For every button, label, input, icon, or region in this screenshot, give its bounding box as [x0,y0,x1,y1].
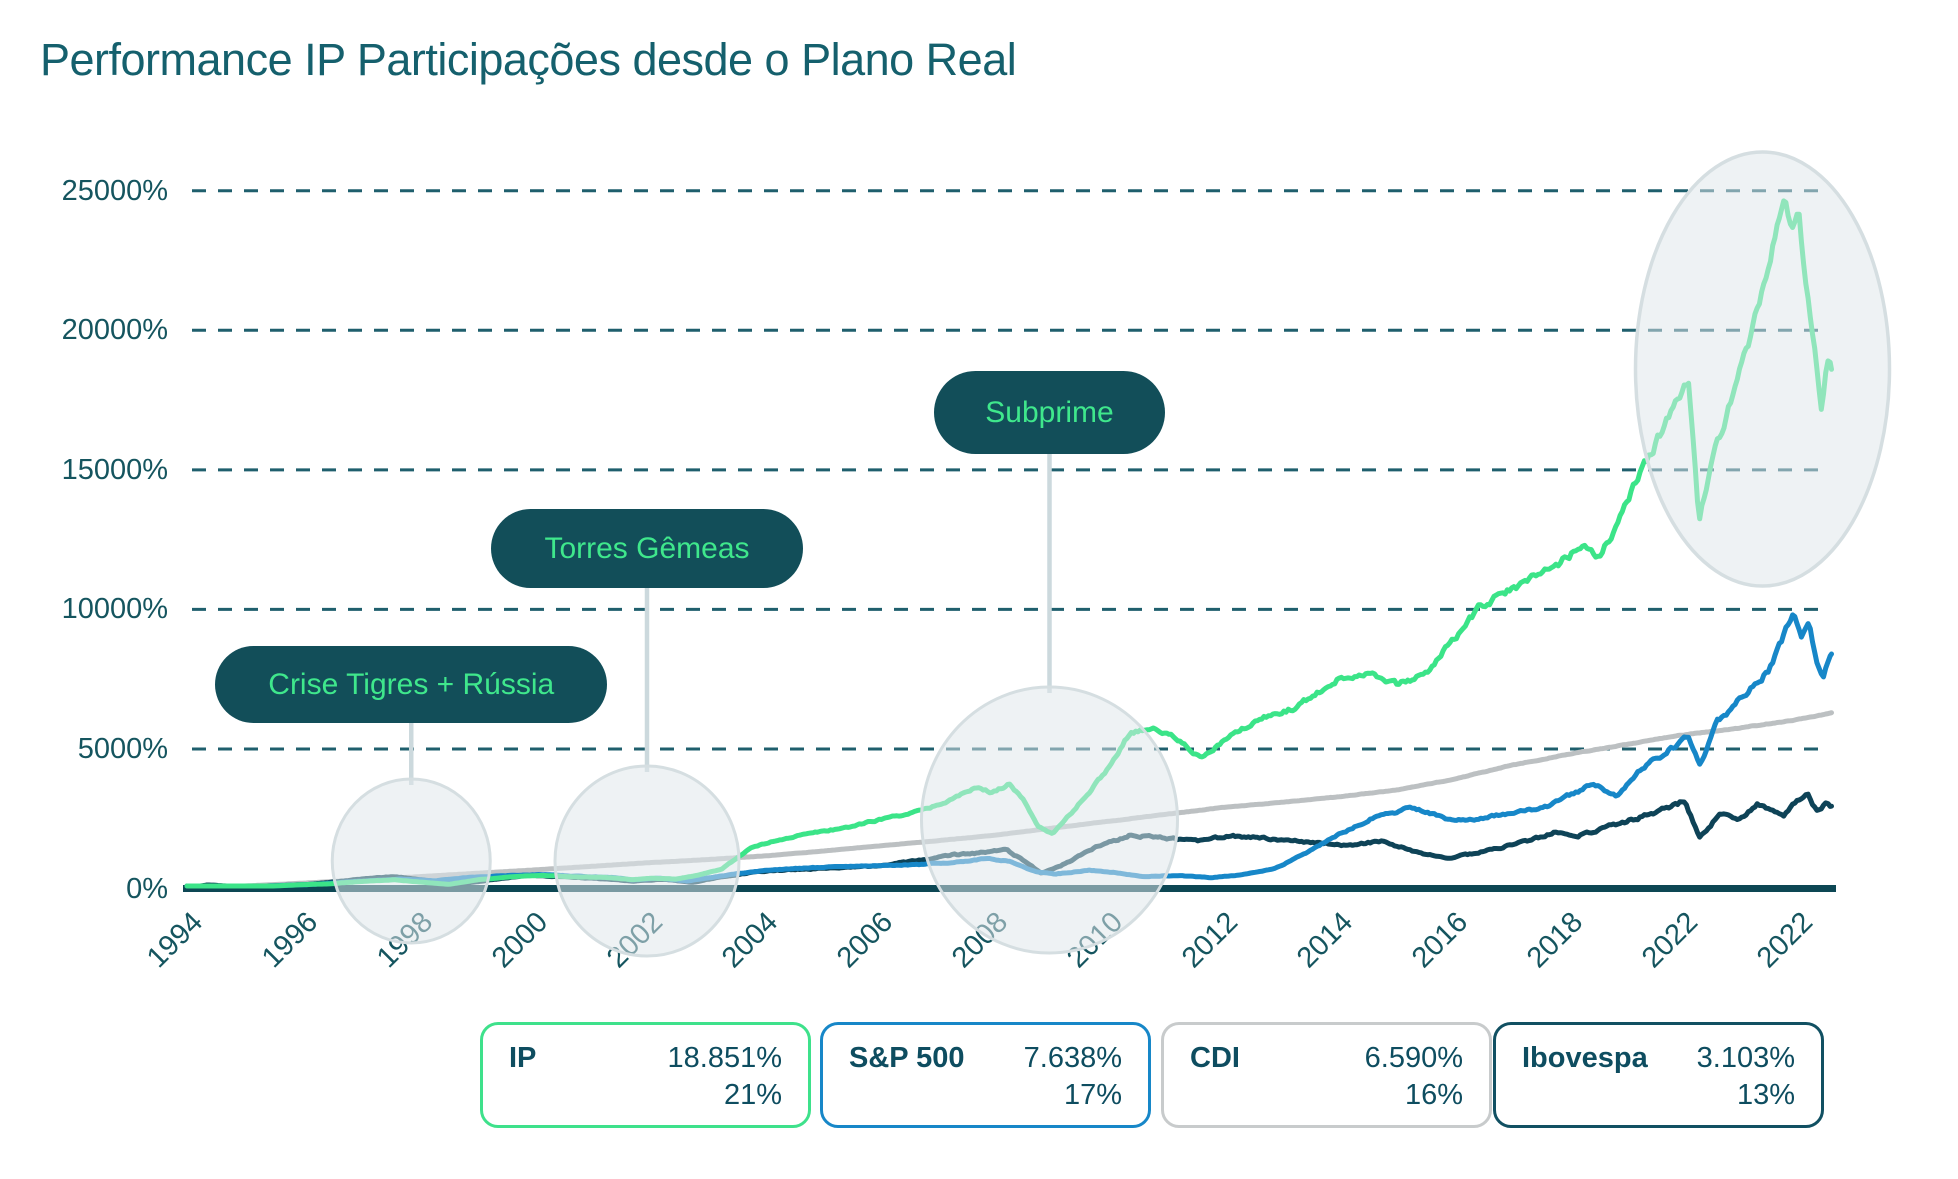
annotation-label: Subprime [985,395,1114,429]
x-axis-label-9: 2012 [1176,906,1245,975]
series-line-cdi [184,710,1834,889]
x-axis-label-0: 1994 [141,906,210,975]
x-axis-label-8: 2010 [1061,906,1130,975]
series-line-ip [184,198,1834,889]
page-title: Performance IP Participações desde o Pla… [40,34,1017,85]
y-axis-label-0: 0% [126,872,168,905]
y-axis-label-5000: 5000% [77,732,168,765]
legend-annualized-value: 13% [1736,1079,1795,1111]
x-axis-label-5: 2004 [716,906,785,975]
legend-row-main: Ibovespa 3.103% [1522,1040,1795,1077]
legend-cumulative-value: 6.590% [1364,1042,1463,1074]
x-axis-label-7: 2008 [946,906,1015,975]
legend-name: S&P 500 [849,1042,965,1074]
legend-cumulative-value: 18.851% [667,1042,783,1074]
annotation-pill-subprime: Subprime [934,371,1165,454]
legend-annualized-value: 17% [1063,1079,1122,1111]
x-axis-label-3: 2000 [486,906,555,975]
legend-name: CDI [1190,1042,1240,1074]
legend-annualized-value: 16% [1404,1079,1463,1111]
x-axis-label-2: 1998 [371,906,440,975]
y-axis-label-20000: 20000% [61,314,168,347]
annotation-pill-torres-g-meas: Torres Gêmeas [491,509,803,588]
annotation-pill-crise-tigres-r-ssia: Crise Tigres + Rússia [215,646,608,723]
annotation-label: Torres Gêmeas [544,531,750,565]
y-axis-label-15000: 15000% [61,453,168,486]
y-axis-label-10000: 10000% [61,593,168,626]
legend-cumulative-value: 7.638% [1023,1042,1122,1074]
annotation-label: Crise Tigres + Rússia [268,667,555,701]
x-axis-label-6: 2006 [831,906,900,975]
legend-cumulative-value: 3.103% [1696,1042,1795,1074]
legend-row-main: S&P 500 7.638% [849,1040,1122,1077]
legend-row-main: IP 18.851% [509,1040,782,1077]
annotation-circle-subprime [920,685,1179,955]
legend-annualized-value: 21% [723,1079,782,1111]
x-axis-label-13: 2022 [1636,906,1705,975]
legend-name: Ibovespa [1522,1042,1648,1074]
legend-card-s-p-500: S&P 500 7.638% 17% [820,1022,1151,1128]
legend-card-cdi: CDI 6.590% 16% [1161,1022,1492,1128]
legend-card-ibovespa: Ibovespa 3.103% 13% [1493,1022,1824,1128]
legend-name: IP [509,1042,537,1074]
highlight-ellipse [1633,150,1892,588]
x-axis-label-10: 2014 [1291,906,1360,975]
legend-row-main: CDI 6.590% [1190,1040,1463,1077]
x-axis-label-1: 1996 [256,906,325,975]
x-axis-label-14: 2022 [1751,906,1820,975]
x-axis-label-11: 2016 [1406,906,1475,975]
x-axis-label-4: 2002 [601,906,670,975]
legend-card-ip: IP 18.851% 21% [480,1022,811,1128]
series-line-ibovespa [184,791,1834,889]
y-axis-label-25000: 25000% [61,174,168,207]
x-axis-label-12: 2018 [1521,906,1590,975]
